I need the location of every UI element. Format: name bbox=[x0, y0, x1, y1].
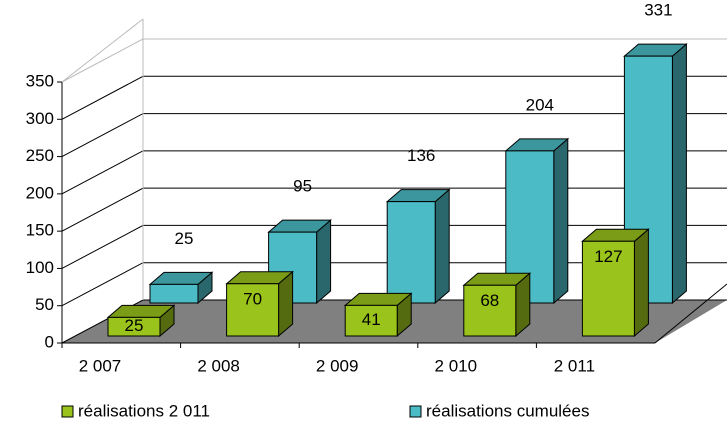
data-label: 331 bbox=[644, 1, 672, 20]
bar-face bbox=[107, 316, 161, 337]
bar-face bbox=[463, 284, 517, 337]
bar bbox=[106, 304, 176, 338]
y-tick-label: 0 bbox=[45, 332, 54, 351]
data-label: 70 bbox=[243, 289, 262, 308]
bar-face bbox=[316, 219, 332, 305]
legend-swatch bbox=[61, 405, 74, 418]
bar-face bbox=[581, 240, 635, 337]
y-tick-label: 100 bbox=[26, 258, 54, 277]
bar bbox=[504, 137, 570, 305]
bar-face bbox=[671, 43, 687, 305]
x-tick-label: 2 008 bbox=[197, 356, 240, 375]
x-tick-label: 2 010 bbox=[435, 356, 478, 375]
y-tick-label: 200 bbox=[26, 183, 54, 202]
bar-face bbox=[226, 283, 280, 337]
y-tick-label: 250 bbox=[26, 146, 54, 165]
bar-face bbox=[386, 201, 436, 304]
data-label: 204 bbox=[526, 95, 554, 114]
legend-label: réalisations 2 011 bbox=[78, 401, 210, 420]
bar-face bbox=[344, 304, 398, 337]
bar bbox=[343, 292, 413, 338]
right-edge bbox=[654, 283, 727, 344]
data-label: 127 bbox=[594, 247, 622, 266]
data-label: 25 bbox=[125, 316, 144, 335]
y-tick-label: 300 bbox=[26, 109, 54, 128]
y-tick-label: 150 bbox=[26, 221, 54, 240]
y-tick-label: 350 bbox=[26, 71, 54, 90]
x-tick-label: 2 011 bbox=[554, 356, 595, 375]
bar bbox=[225, 270, 294, 338]
x-tick-label: 2 009 bbox=[316, 356, 359, 375]
bar-face bbox=[149, 283, 199, 304]
top-edge bbox=[61, 18, 144, 83]
bar bbox=[385, 188, 451, 305]
y-tick-label: 50 bbox=[35, 295, 54, 314]
bar bbox=[148, 271, 214, 305]
x-tick-label: 2 007 bbox=[79, 356, 122, 375]
bar bbox=[581, 228, 650, 338]
bar-face bbox=[505, 150, 555, 304]
bar-face bbox=[434, 188, 450, 305]
bar-face bbox=[633, 228, 649, 338]
data-label: 95 bbox=[293, 177, 312, 196]
data-label: 136 bbox=[407, 146, 435, 165]
legend-swatch bbox=[409, 405, 422, 418]
data-label: 25 bbox=[175, 229, 194, 248]
data-label: 68 bbox=[480, 291, 499, 310]
data-label: 41 bbox=[362, 310, 381, 329]
legend-label: réalisations cumulées bbox=[426, 401, 589, 420]
bar-face bbox=[553, 137, 569, 305]
bar bbox=[462, 272, 532, 338]
